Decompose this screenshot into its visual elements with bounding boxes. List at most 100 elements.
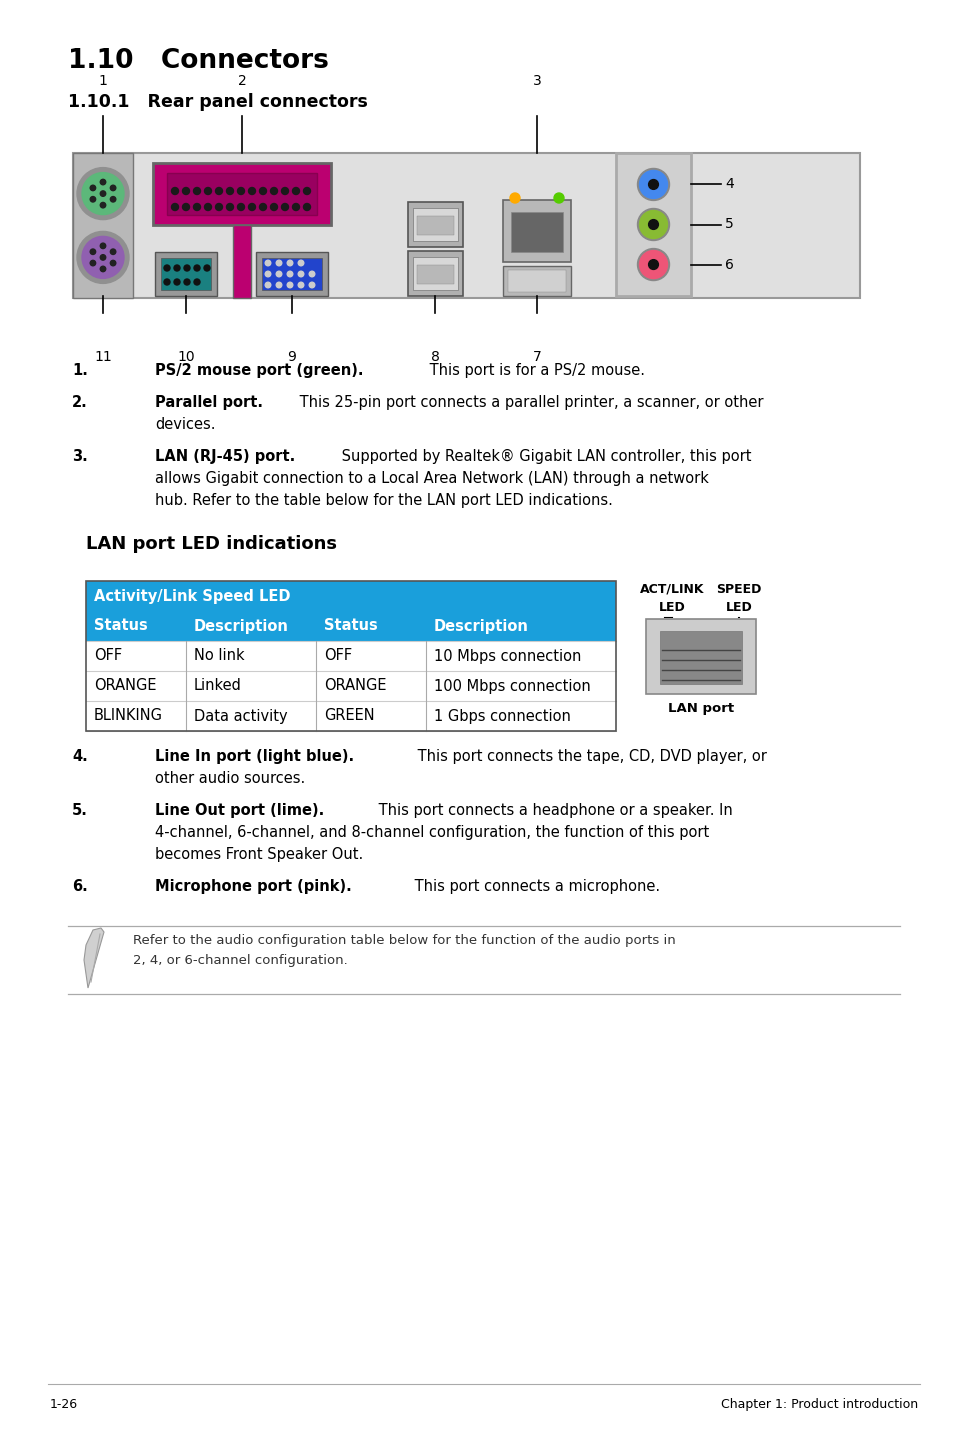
Text: 4-channel, 6-channel, and 8-channel configuration, the function of this port: 4-channel, 6-channel, and 8-channel conf… xyxy=(154,825,708,840)
FancyBboxPatch shape xyxy=(262,257,322,290)
FancyBboxPatch shape xyxy=(73,152,132,298)
Circle shape xyxy=(510,193,519,203)
Text: Refer to the audio configuration table below for the function of the audio ports: Refer to the audio configuration table b… xyxy=(132,935,675,948)
Circle shape xyxy=(259,187,266,194)
Circle shape xyxy=(309,272,314,276)
Text: LAN (RJ-45) port.: LAN (RJ-45) port. xyxy=(154,449,294,464)
FancyBboxPatch shape xyxy=(511,211,562,252)
Text: other audio sources.: other audio sources. xyxy=(154,771,305,787)
Text: 2, 4, or 6-channel configuration.: 2, 4, or 6-channel configuration. xyxy=(132,953,348,966)
Circle shape xyxy=(204,187,212,194)
Circle shape xyxy=(248,204,255,210)
Circle shape xyxy=(648,220,658,230)
Text: Line In port (light blue).: Line In port (light blue). xyxy=(154,749,354,764)
Text: 10 Mbps connection: 10 Mbps connection xyxy=(434,649,580,663)
Circle shape xyxy=(91,186,95,191)
Circle shape xyxy=(193,279,200,285)
Text: 1.10   Connectors: 1.10 Connectors xyxy=(68,47,329,73)
Circle shape xyxy=(100,203,106,209)
Text: Status: Status xyxy=(94,618,148,634)
Circle shape xyxy=(259,204,266,210)
Circle shape xyxy=(82,236,124,279)
FancyBboxPatch shape xyxy=(408,201,462,247)
FancyBboxPatch shape xyxy=(161,257,211,290)
Text: Activity/Link Speed LED: Activity/Link Speed LED xyxy=(94,588,291,604)
Text: 1-26: 1-26 xyxy=(50,1398,78,1411)
Circle shape xyxy=(100,243,106,249)
Circle shape xyxy=(111,197,115,201)
Circle shape xyxy=(164,279,170,285)
Circle shape xyxy=(639,210,667,239)
Circle shape xyxy=(648,180,658,190)
FancyBboxPatch shape xyxy=(86,611,616,641)
Circle shape xyxy=(182,204,190,210)
Text: PS/2 mouse port (green).: PS/2 mouse port (green). xyxy=(154,362,363,378)
Text: allows Gigabit connection to a Local Area Network (LAN) through a network: allows Gigabit connection to a Local Are… xyxy=(154,472,708,486)
Circle shape xyxy=(173,279,180,285)
Circle shape xyxy=(100,180,106,184)
Text: Description: Description xyxy=(434,618,528,634)
Text: Microphone port (pink).: Microphone port (pink). xyxy=(154,879,352,894)
Circle shape xyxy=(77,168,129,220)
Circle shape xyxy=(276,272,281,276)
Circle shape xyxy=(248,187,255,194)
Circle shape xyxy=(287,260,293,266)
Circle shape xyxy=(193,265,200,270)
Text: 8: 8 xyxy=(431,349,439,364)
Circle shape xyxy=(271,187,277,194)
Circle shape xyxy=(293,204,299,210)
FancyBboxPatch shape xyxy=(152,162,331,224)
Text: ORANGE: ORANGE xyxy=(324,679,386,693)
Text: hub. Refer to the table below for the LAN port LED indications.: hub. Refer to the table below for the LA… xyxy=(154,493,612,508)
Circle shape xyxy=(193,204,200,210)
Text: Data activity: Data activity xyxy=(193,709,287,723)
FancyBboxPatch shape xyxy=(255,252,328,296)
Circle shape xyxy=(637,209,669,240)
Circle shape xyxy=(554,193,563,203)
Circle shape xyxy=(281,187,288,194)
Circle shape xyxy=(648,260,658,269)
Circle shape xyxy=(265,272,271,276)
Text: No link: No link xyxy=(193,649,244,663)
Polygon shape xyxy=(84,928,104,988)
Circle shape xyxy=(637,168,669,200)
FancyBboxPatch shape xyxy=(233,224,251,298)
Text: 5.: 5. xyxy=(71,802,88,818)
Text: LAN port: LAN port xyxy=(667,702,733,715)
Text: 4.: 4. xyxy=(71,749,88,764)
Circle shape xyxy=(184,279,190,285)
FancyBboxPatch shape xyxy=(167,173,316,216)
Text: 3: 3 xyxy=(532,73,540,88)
Text: 1 Gbps connection: 1 Gbps connection xyxy=(434,709,570,723)
Circle shape xyxy=(309,282,314,288)
Circle shape xyxy=(265,260,271,266)
FancyBboxPatch shape xyxy=(86,581,616,611)
Text: 11: 11 xyxy=(94,349,112,364)
Circle shape xyxy=(281,204,288,210)
FancyBboxPatch shape xyxy=(502,200,571,262)
FancyBboxPatch shape xyxy=(645,618,755,695)
FancyBboxPatch shape xyxy=(413,257,457,290)
Circle shape xyxy=(298,272,303,276)
FancyBboxPatch shape xyxy=(416,265,454,283)
FancyBboxPatch shape xyxy=(86,672,616,700)
Text: 7: 7 xyxy=(532,349,540,364)
Circle shape xyxy=(172,204,178,210)
Circle shape xyxy=(215,204,222,210)
Circle shape xyxy=(226,204,233,210)
Circle shape xyxy=(173,265,180,270)
Text: BLINKING: BLINKING xyxy=(94,709,163,723)
Circle shape xyxy=(172,187,178,194)
Circle shape xyxy=(298,282,303,288)
Circle shape xyxy=(639,250,667,279)
Text: ORANGE: ORANGE xyxy=(94,679,156,693)
Circle shape xyxy=(91,197,95,201)
Circle shape xyxy=(271,204,277,210)
Text: 2: 2 xyxy=(237,73,246,88)
Text: This 25-pin port connects a parallel printer, a scanner, or other: This 25-pin port connects a parallel pri… xyxy=(295,395,763,410)
FancyBboxPatch shape xyxy=(616,152,690,296)
Text: LAN port LED indications: LAN port LED indications xyxy=(86,535,336,554)
Circle shape xyxy=(287,272,293,276)
Text: ACT/LINK: ACT/LINK xyxy=(639,582,703,595)
Circle shape xyxy=(287,282,293,288)
